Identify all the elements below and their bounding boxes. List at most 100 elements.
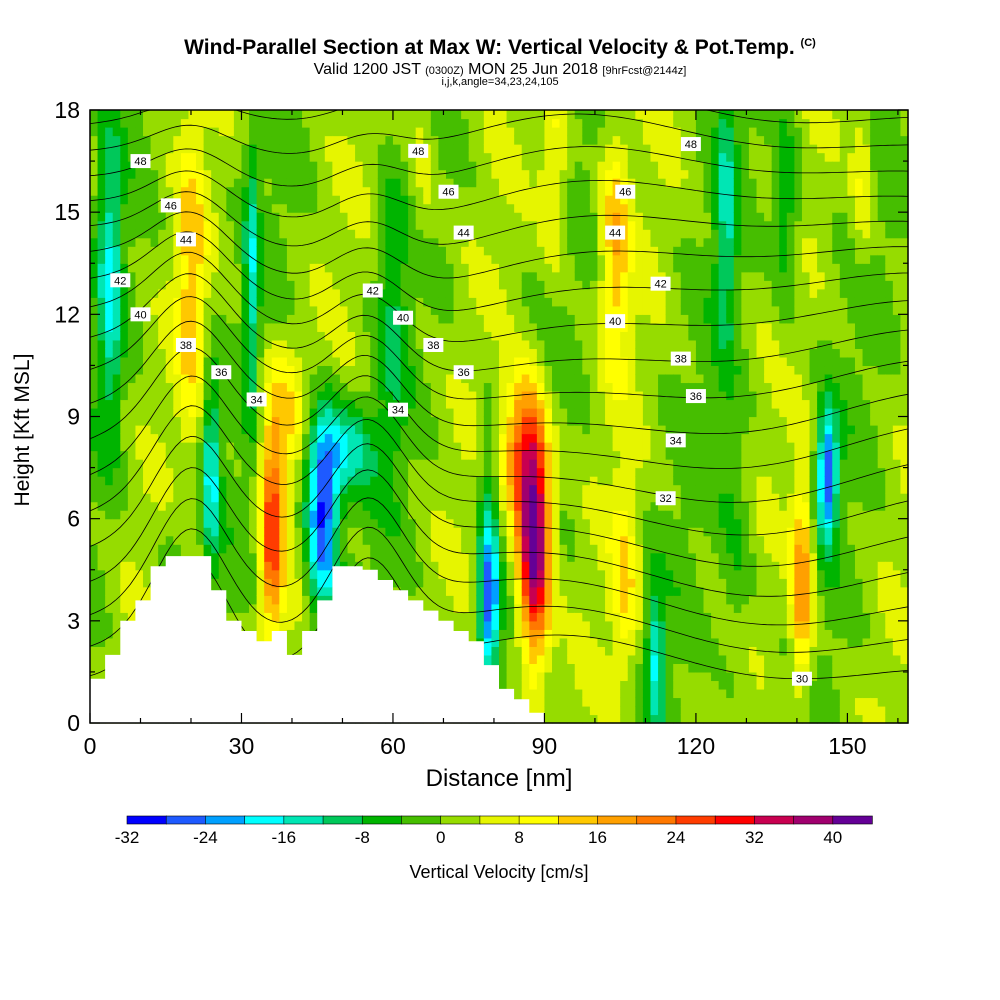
w-cell bbox=[317, 331, 326, 341]
w-cell bbox=[294, 339, 303, 349]
w-cell bbox=[362, 152, 371, 162]
w-cell bbox=[347, 561, 356, 571]
w-cell bbox=[476, 467, 485, 477]
w-cell bbox=[294, 416, 303, 426]
w-cell bbox=[271, 144, 280, 154]
w-cell bbox=[567, 416, 576, 426]
w-cell bbox=[173, 169, 182, 179]
w-cell bbox=[180, 161, 190, 171]
w-cell bbox=[605, 186, 614, 196]
w-cell bbox=[286, 203, 296, 213]
w-cell bbox=[521, 510, 530, 520]
w-cell bbox=[559, 152, 568, 162]
w-cell bbox=[218, 288, 227, 298]
w-cell bbox=[514, 527, 523, 537]
w-cell bbox=[453, 484, 462, 494]
w-cell bbox=[468, 586, 477, 596]
w-cell bbox=[324, 442, 333, 452]
w-cell bbox=[453, 476, 462, 486]
w-cell bbox=[211, 518, 220, 528]
w-cell bbox=[559, 339, 568, 349]
w-cell bbox=[605, 569, 614, 579]
w-cell bbox=[529, 603, 538, 613]
w-cell bbox=[309, 280, 318, 290]
w-cell bbox=[90, 552, 99, 562]
w-cell bbox=[302, 203, 311, 213]
w-cell bbox=[249, 195, 258, 205]
w-cell bbox=[430, 459, 439, 469]
w-cell bbox=[423, 280, 432, 290]
w-cell bbox=[211, 382, 220, 392]
w-cell bbox=[180, 425, 190, 435]
w-cell bbox=[256, 263, 265, 273]
w-cell bbox=[461, 339, 470, 349]
w-cell bbox=[302, 339, 311, 349]
w-cell bbox=[385, 271, 394, 281]
w-cell bbox=[408, 399, 417, 409]
w-cell bbox=[309, 544, 318, 554]
w-cell bbox=[483, 416, 493, 426]
w-cell bbox=[574, 339, 583, 349]
w-cell bbox=[574, 152, 583, 162]
w-cell bbox=[339, 510, 349, 520]
w-cell bbox=[415, 467, 424, 477]
w-cell bbox=[385, 527, 394, 537]
w-cell bbox=[589, 501, 599, 511]
w-cell bbox=[377, 450, 386, 460]
w-cell bbox=[294, 314, 303, 324]
w-cell bbox=[605, 510, 614, 520]
w-cell bbox=[105, 390, 114, 401]
w-cell bbox=[332, 144, 341, 154]
w-cell bbox=[120, 603, 129, 613]
w-cell bbox=[499, 510, 508, 520]
w-cell bbox=[286, 535, 296, 545]
w-cell bbox=[589, 161, 599, 171]
w-cell bbox=[514, 169, 523, 179]
w-cell bbox=[286, 407, 296, 418]
w-cell bbox=[385, 510, 394, 520]
w-cell bbox=[567, 212, 576, 222]
w-cell bbox=[143, 459, 152, 469]
w-cell bbox=[90, 510, 99, 520]
w-cell bbox=[226, 203, 235, 213]
w-cell bbox=[256, 535, 265, 545]
w-cell bbox=[589, 382, 599, 392]
w-cell bbox=[196, 442, 205, 452]
w-cell bbox=[408, 339, 417, 349]
w-cell bbox=[211, 510, 220, 520]
w-cell bbox=[483, 501, 493, 511]
w-cell bbox=[241, 339, 250, 349]
w-cell bbox=[180, 382, 190, 392]
w-cell bbox=[445, 161, 455, 171]
w-cell bbox=[415, 186, 424, 196]
w-cell bbox=[279, 331, 288, 341]
w-cell bbox=[249, 612, 258, 622]
w-cell bbox=[589, 263, 599, 273]
w-cell bbox=[567, 569, 576, 579]
w-cell bbox=[196, 518, 205, 528]
w-cell bbox=[377, 127, 386, 137]
w-cell bbox=[355, 552, 364, 562]
w-cell bbox=[241, 365, 250, 375]
w-cell bbox=[135, 195, 144, 205]
w-cell bbox=[438, 152, 447, 162]
w-cell bbox=[317, 552, 326, 562]
w-cell bbox=[521, 501, 530, 511]
w-cell bbox=[105, 322, 114, 332]
w-cell bbox=[552, 705, 561, 716]
w-cell bbox=[158, 552, 167, 562]
w-cell bbox=[468, 603, 477, 613]
w-cell bbox=[499, 671, 508, 682]
w-cell bbox=[332, 314, 341, 324]
w-cell bbox=[218, 390, 227, 401]
w-cell bbox=[264, 271, 273, 281]
w-cell bbox=[385, 476, 394, 486]
w-cell bbox=[173, 459, 182, 469]
w-cell bbox=[415, 501, 424, 511]
w-cell bbox=[377, 382, 386, 392]
w-cell bbox=[605, 637, 614, 647]
w-cell bbox=[567, 237, 576, 247]
w-cell bbox=[408, 382, 417, 392]
w-cell bbox=[430, 229, 439, 239]
w-cell bbox=[203, 510, 212, 520]
